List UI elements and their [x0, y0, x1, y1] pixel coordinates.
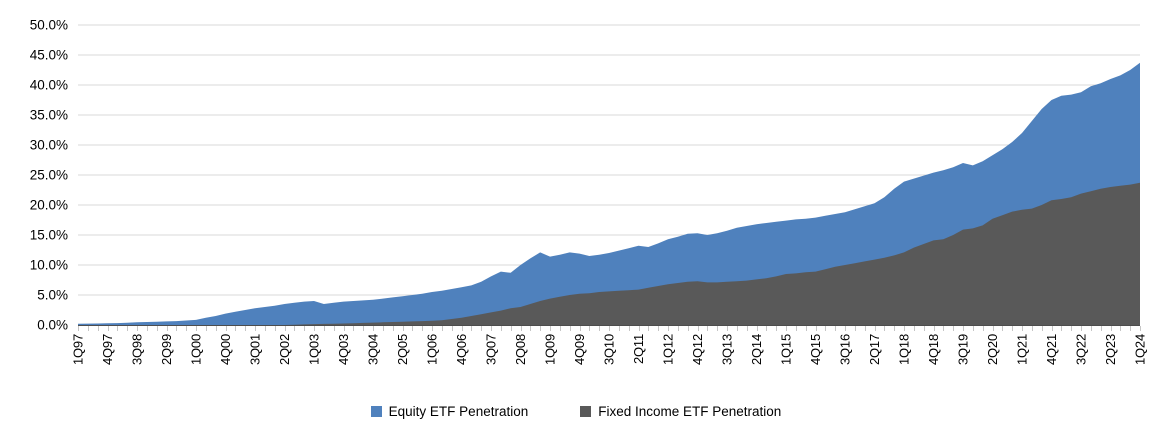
- fixed-income-series-swatch-icon: [580, 405, 592, 417]
- x-axis-tick-label: 3Q13: [720, 334, 735, 365]
- legend-label-equity: Equity ETF Penetration: [388, 403, 529, 419]
- x-axis-tick-label: 3Q22: [1074, 334, 1089, 365]
- x-axis-tick-label: 4Q00: [218, 334, 233, 365]
- y-axis-tick-label: 40.0%: [30, 78, 68, 93]
- y-axis-tick-label: 5.0%: [37, 288, 68, 303]
- x-axis-tick-label: 3Q16: [838, 334, 853, 365]
- y-axis-tick-label: 30.0%: [30, 138, 68, 153]
- y-axis-tick-label: 0.0%: [37, 318, 68, 333]
- x-axis-tick-label: 2Q02: [277, 334, 292, 365]
- x-axis-tick-label: 2Q99: [159, 334, 174, 365]
- x-axis-tick-label: 1Q21: [1015, 334, 1030, 365]
- x-axis-tick-label: 4Q12: [690, 334, 705, 365]
- x-axis-tick-label: 3Q04: [366, 334, 381, 365]
- area-chart-plot: 0.0% 5.0% 10.0% 15.0% 20.0% 25.0% 30.0% 35.0% 40…: [30, 18, 1148, 366]
- x-axis-tick-label: 1Q00: [189, 334, 204, 365]
- x-axis-tick-label: 1Q18: [897, 334, 912, 365]
- y-axis-tick-label: 50.0%: [30, 18, 68, 33]
- x-axis-tick-label: 4Q97: [100, 334, 115, 365]
- x-axis-tick-label: 1Q06: [425, 334, 440, 365]
- equity-series-swatch-icon: [370, 405, 382, 417]
- x-axis-tick-label: 4Q06: [454, 334, 469, 365]
- y-axis-tick-label: 15.0%: [30, 228, 68, 243]
- y-axis-tick-label: 20.0%: [30, 198, 68, 213]
- x-axis-tick-label: 3Q10: [602, 334, 617, 365]
- y-axis-tick-label: 45.0%: [30, 48, 68, 63]
- x-axis-tick-label: 3Q19: [956, 334, 971, 365]
- y-axis-tick-label: 25.0%: [30, 168, 68, 183]
- x-axis-tick-label: 2Q17: [867, 334, 882, 365]
- y-axis-tick-label: 35.0%: [30, 108, 68, 123]
- x-axis-tick-label: 4Q18: [926, 334, 941, 365]
- x-axis-tick-label: 4Q09: [572, 334, 587, 365]
- x-axis-tick-label: 2Q23: [1103, 334, 1118, 365]
- x-axis-tick-label: 1Q09: [543, 334, 558, 365]
- x-axis-tick-label: 1Q12: [661, 334, 676, 365]
- x-axis-tick-label: 1Q97: [71, 334, 86, 365]
- x-axis-tick-label: 3Q07: [484, 334, 499, 365]
- x-axis-tick-label: 2Q11: [631, 334, 646, 364]
- x-axis-tick-label: 4Q21: [1044, 334, 1059, 365]
- x-axis-tick-label: 1Q03: [307, 334, 322, 365]
- legend: Equity ETF Penetration Fixed Income ETF …: [0, 394, 1152, 428]
- x-axis-tick-label: 2Q20: [985, 334, 1000, 365]
- x-axis-tick-label: 3Q98: [130, 334, 145, 365]
- y-axis-tick-label: 10.0%: [30, 258, 68, 273]
- legend-item-equity: Equity ETF Penetration: [370, 403, 529, 419]
- x-axis-tick-label: 2Q14: [749, 334, 764, 365]
- legend-item-fixed-income: Fixed Income ETF Penetration: [580, 404, 781, 419]
- x-axis-tick-label: 4Q15: [808, 334, 823, 365]
- x-axis-tick-label: 1Q15: [779, 334, 794, 365]
- x-axis-tick-label: 4Q03: [336, 334, 351, 365]
- x-axis-tick-label: 2Q05: [395, 334, 410, 365]
- x-axis-tick-label: 2Q08: [513, 334, 528, 365]
- x-axis-tick-label: 3Q01: [248, 334, 263, 365]
- legend-label-fixed-income: Fixed Income ETF Penetration: [598, 403, 782, 419]
- equity-area-series: [78, 62, 1140, 326]
- x-axis-tick-label: 1Q24: [1133, 334, 1148, 365]
- fixed-income-area-series: [78, 182, 1140, 325]
